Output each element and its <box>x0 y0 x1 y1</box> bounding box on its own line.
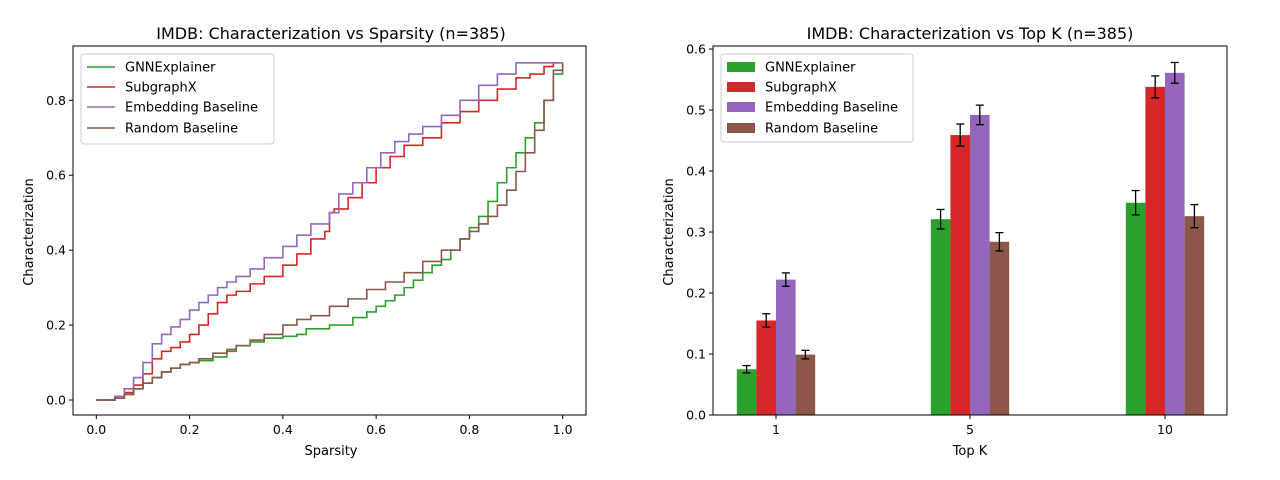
line-chart-legend: GNNExplainer SubgraphX Embedding Baselin… <box>80 53 275 145</box>
legend-label-gnnexplainer: GNNExplainer <box>125 61 216 76</box>
x-tick-label: 0.4 <box>273 422 293 437</box>
line-chart-plot-frame <box>72 45 587 416</box>
legend-label-gnnexplainer: GNNExplainer <box>765 61 856 76</box>
x-tick-label: 0.6 <box>366 422 386 437</box>
y-tick-label: 0.4 <box>46 243 66 258</box>
bar-chart-legend-box <box>720 53 914 143</box>
bar-random-baseline-k1 <box>795 354 816 415</box>
y-tick-label: 0.2 <box>46 318 66 333</box>
y-tick-label: 0.6 <box>46 168 66 183</box>
bar-chart-y-axis-label: Characterization <box>662 178 677 286</box>
bar-random-baseline-k5 <box>989 241 1010 415</box>
y-tick-label: 0.6 <box>686 42 706 57</box>
bar-embedding-baseline-k1 <box>776 279 796 415</box>
y-tick-label: 0.5 <box>686 103 706 118</box>
y-tick-label: 0.0 <box>686 408 706 423</box>
bar-embedding-baseline-k10 <box>1165 72 1185 415</box>
line-chart-y-ticks: 0.0 0.2 0.4 0.6 0.8 <box>46 93 73 408</box>
series-line-subgraphx <box>96 62 563 401</box>
x-tick-label: 0.0 <box>86 422 106 437</box>
x-tick-label: 10 <box>1157 422 1173 437</box>
line-chart-y-axis-label: Characterization <box>22 178 37 286</box>
bar-chart-legend: GNNExplainer SubgraphX Embedding Baselin… <box>720 53 914 143</box>
legend-label-embedding-baseline: Embedding Baseline <box>765 101 898 116</box>
x-tick-label: 0.2 <box>180 422 200 437</box>
y-tick-label: 0.3 <box>686 225 706 240</box>
bar-gnnexplainer-k5 <box>930 219 951 415</box>
legend-swatch-embedding-baseline <box>727 102 755 112</box>
series-line-random-baseline <box>96 62 564 401</box>
y-tick-label: 0.4 <box>686 164 706 179</box>
bar-chart-y-ticks: 0.0 0.1 0.2 0.3 0.4 0.5 0.6 <box>686 42 713 423</box>
bar-chart-x-axis-label: Top K <box>952 444 988 459</box>
series-line-embedding-baseline <box>96 62 563 401</box>
x-tick-label: 0.8 <box>459 422 479 437</box>
y-tick-label: 0.1 <box>686 347 706 362</box>
legend-label-subgraphx: SubgraphX <box>765 81 837 96</box>
y-tick-label: 0.0 <box>46 393 66 408</box>
line-chart-title: IMDB: Characterization vs Sparsity (n=38… <box>156 24 505 43</box>
line-chart-x-ticks: 0.0 0.2 0.4 0.6 0.8 1.0 <box>86 415 573 437</box>
legend-swatch-subgraphx <box>727 82 755 92</box>
bar-random-baseline-k10 <box>1184 216 1205 415</box>
line-chart-x-axis-label: Sparsity <box>305 444 358 459</box>
bar-chart-bars <box>736 61 1205 416</box>
legend-label-random-baseline: Random Baseline <box>125 122 238 137</box>
legend-swatch-gnnexplainer <box>727 62 755 72</box>
bar-subgraphx-k10 <box>1145 86 1165 416</box>
bar-subgraphx-k5 <box>950 135 970 416</box>
bar-chart-x-ticks: 1 5 10 <box>772 415 1173 437</box>
bar-chart-topk: IMDB: Characterization vs Top K (n=385) … <box>662 24 1228 459</box>
bar-embedding-baseline-k5 <box>970 114 990 416</box>
legend-label-embedding-baseline: Embedding Baseline <box>125 101 258 116</box>
bar-gnnexplainer-k10 <box>1125 202 1146 415</box>
line-chart-series <box>96 62 564 401</box>
y-tick-label: 0.2 <box>686 286 706 301</box>
bar-subgraphx-k1 <box>756 320 776 415</box>
line-chart-legend-box <box>80 53 275 145</box>
legend-label-random-baseline: Random Baseline <box>765 122 878 137</box>
x-tick-label: 1 <box>772 422 780 437</box>
y-tick-label: 0.8 <box>46 93 66 108</box>
x-tick-label: 1.0 <box>553 422 573 437</box>
x-tick-label: 5 <box>966 422 974 437</box>
line-chart-sparsity: IMDB: Characterization vs Sparsity (n=38… <box>22 24 587 459</box>
bar-chart-title: IMDB: Characterization vs Top K (n=385) <box>807 24 1134 43</box>
legend-label-subgraphx: SubgraphX <box>125 81 197 96</box>
bar-gnnexplainer-k1 <box>736 369 757 415</box>
legend-swatch-random-baseline <box>727 123 755 133</box>
